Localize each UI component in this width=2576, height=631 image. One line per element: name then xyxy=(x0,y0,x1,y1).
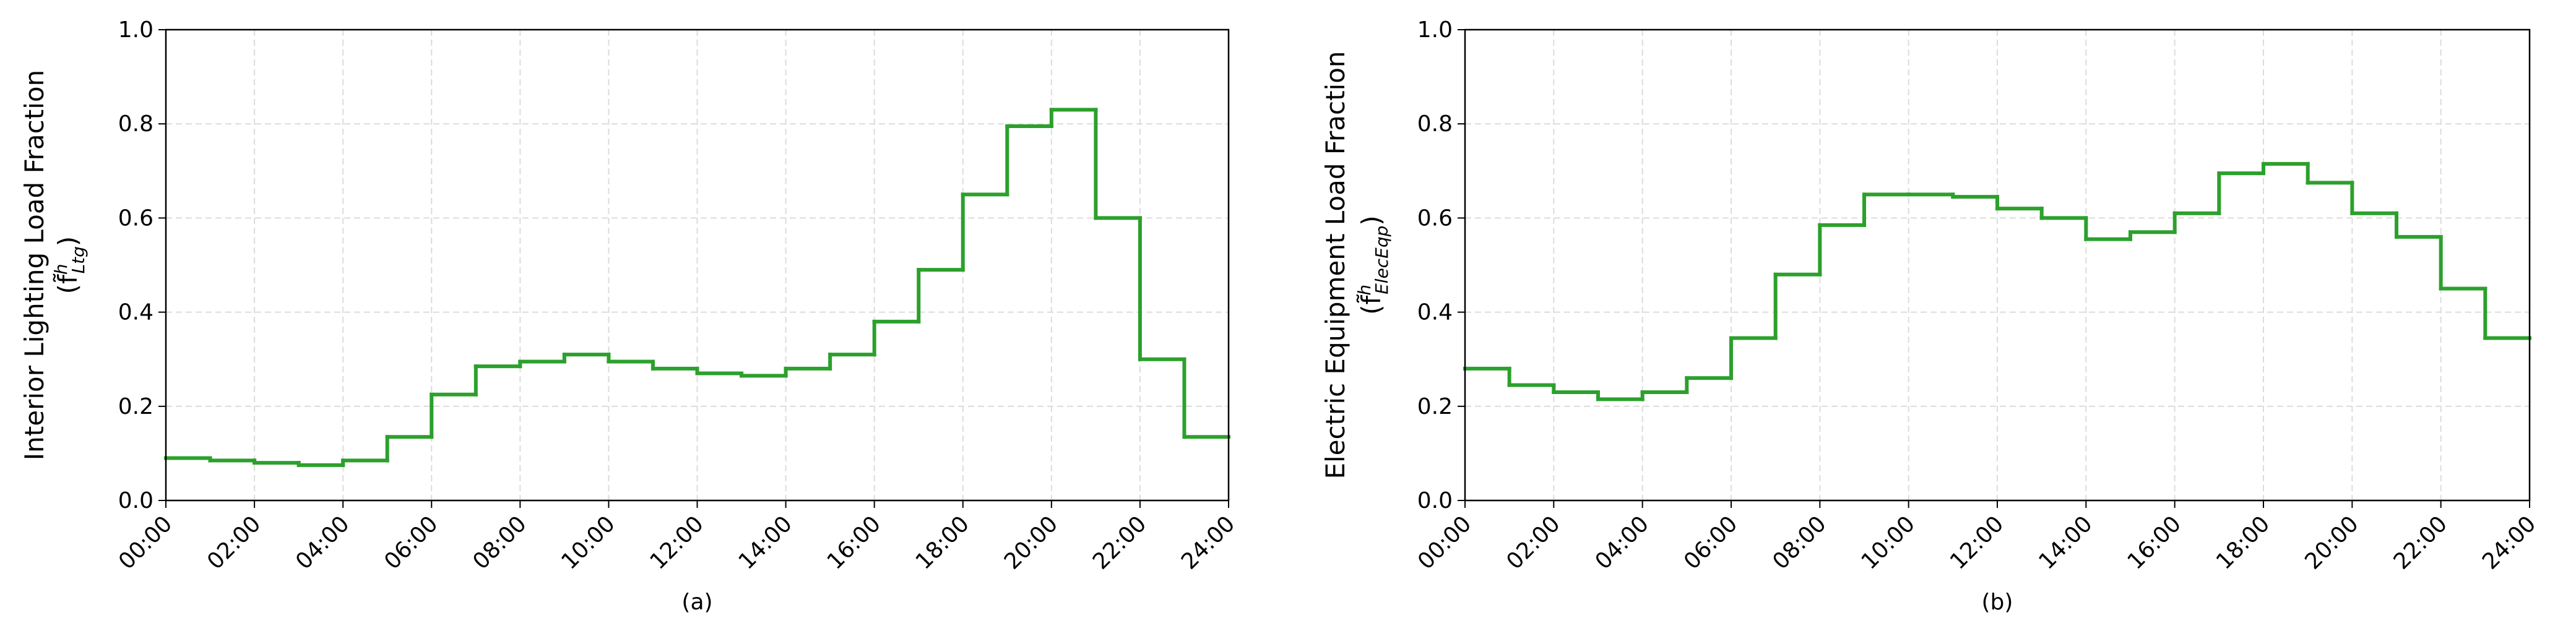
plot-frame xyxy=(165,28,1230,502)
x-tick-label: 16:00 xyxy=(2123,511,2186,574)
x-tick-label: 12:00 xyxy=(646,511,709,574)
x-tick-label: 04:00 xyxy=(1591,511,1654,574)
y-tick-label: 0.0 xyxy=(118,488,153,513)
x-tick-label: 08:00 xyxy=(1768,511,1831,574)
y-tick-label: 0.4 xyxy=(1417,300,1453,325)
x-tick-label: 00:00 xyxy=(114,511,177,574)
y-axis-symbol-part: (f̃ xyxy=(52,273,83,294)
x-tick-label: 02:00 xyxy=(1502,511,1565,574)
x-tick-label: 10:00 xyxy=(556,511,620,574)
y-tick-label: 1.0 xyxy=(118,17,153,43)
x-tick-label: 24:00 xyxy=(2478,511,2541,574)
x-tick-label: 14:00 xyxy=(2034,511,2097,574)
x-tick-label: 00:00 xyxy=(1413,511,1476,574)
y-axis-symbol-part: (f̃ xyxy=(1355,294,1386,315)
y-axis-label: Electric Equipment Load Fraction xyxy=(1320,51,1351,479)
y-tick-label: 0.2 xyxy=(118,394,153,419)
y-axis-symbol-part: h xyxy=(51,264,71,275)
x-tick-label: 16:00 xyxy=(823,511,886,574)
x-axis-label: (b) xyxy=(1982,590,2013,615)
x-tick-label: 18:00 xyxy=(2211,511,2275,574)
y-axis-symbol: (f̃hLtg) xyxy=(51,236,89,294)
x-tick-label: 20:00 xyxy=(2300,511,2363,574)
x-tick-label: 02:00 xyxy=(202,511,266,574)
x-tick-label: 06:00 xyxy=(379,511,443,574)
y-axis-symbol-part: ) xyxy=(53,236,83,246)
x-tick-label: 04:00 xyxy=(291,511,354,574)
x-tick-label: 22:00 xyxy=(2389,511,2452,574)
x-tick-label: 12:00 xyxy=(1945,511,2008,574)
y-tick-label: 1.0 xyxy=(1417,17,1453,43)
x-tick-label: 22:00 xyxy=(1088,511,1151,574)
plot-frame xyxy=(1464,28,2531,502)
y-axis-label: Interior Lighting Load Fraction xyxy=(19,70,50,460)
x-tick-label: 18:00 xyxy=(911,511,974,574)
x-tick-label: 06:00 xyxy=(1679,511,1742,574)
y-tick-label: 0.6 xyxy=(118,205,153,231)
x-tick-label: 24:00 xyxy=(1177,511,1240,574)
y-tick-label: 0.8 xyxy=(118,111,153,137)
y-tick-label: 0.8 xyxy=(1417,111,1453,137)
y-axis-symbol-part: ElecEqp xyxy=(1372,226,1392,294)
x-tick-label: 20:00 xyxy=(1000,511,1063,574)
x-tick-label: 10:00 xyxy=(1857,511,1920,574)
y-axis-symbol-part: Ltg xyxy=(68,246,89,273)
y-tick-label: 0.6 xyxy=(1417,205,1453,231)
x-tick-label: 08:00 xyxy=(468,511,531,574)
y-tick-label: 0.0 xyxy=(1417,488,1453,513)
y-axis-symbol-part: h xyxy=(1354,285,1375,296)
y-axis-symbol: (f̃hElecEqp) xyxy=(1354,215,1392,315)
x-axis-label: (a) xyxy=(681,590,712,615)
y-tick-label: 0.4 xyxy=(118,300,153,325)
y-axis-symbol-part: ) xyxy=(1356,215,1386,225)
y-tick-label: 0.2 xyxy=(1417,394,1453,419)
x-tick-label: 14:00 xyxy=(734,511,797,574)
